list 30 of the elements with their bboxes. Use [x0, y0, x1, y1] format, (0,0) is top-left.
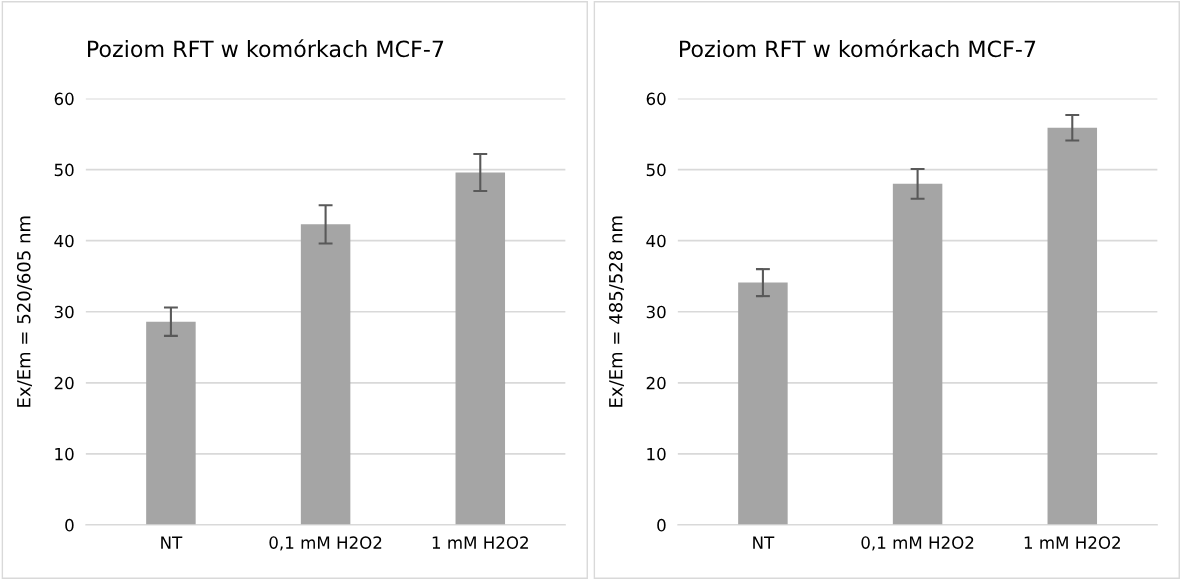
bar [455, 172, 506, 525]
bar [146, 321, 196, 525]
y-tick-label: 50 [646, 163, 666, 177]
bar [300, 224, 351, 525]
y-tick-label: 30 [54, 305, 74, 319]
y-tick-label: 60 [54, 92, 74, 106]
y-axis-title: Ex/Em = 485/528 nm [608, 216, 624, 407]
y-tick-label: 60 [646, 92, 666, 106]
y-tick-label: 10 [647, 447, 666, 461]
y-tick-label: 10 [55, 447, 74, 461]
x-tick-label: 0,1 mM H2O2 [269, 536, 382, 551]
x-tick-label: 1 mM H2O2 [1024, 536, 1120, 549]
chart-title: Poziom RFT w komórkach MCF-7 [88, 39, 444, 58]
y-tick-label: 30 [646, 305, 666, 319]
y-tick-label: 50 [54, 163, 74, 177]
y-tick-label: 20 [54, 376, 74, 390]
x-tick-label: NT [161, 536, 183, 549]
y-tick-label: 20 [646, 376, 666, 390]
x-tick-label: 0,1 mM H2O2 [861, 536, 974, 551]
bar [892, 183, 943, 525]
bar [738, 282, 788, 525]
chart-title: Poziom RFT w komórkach MCF-7 [680, 39, 1036, 58]
x-tick-label: 1 mM H2O2 [432, 536, 528, 549]
y-tick-label: 40 [54, 234, 74, 248]
y-tick-label: 40 [646, 234, 666, 248]
y-tick-label: 0 [657, 518, 666, 532]
x-tick-label: NT [753, 536, 775, 549]
bar [1047, 127, 1098, 525]
y-tick-label: 0 [65, 518, 74, 532]
y-axis-title: Ex/Em = 520/605 nm [16, 216, 32, 407]
